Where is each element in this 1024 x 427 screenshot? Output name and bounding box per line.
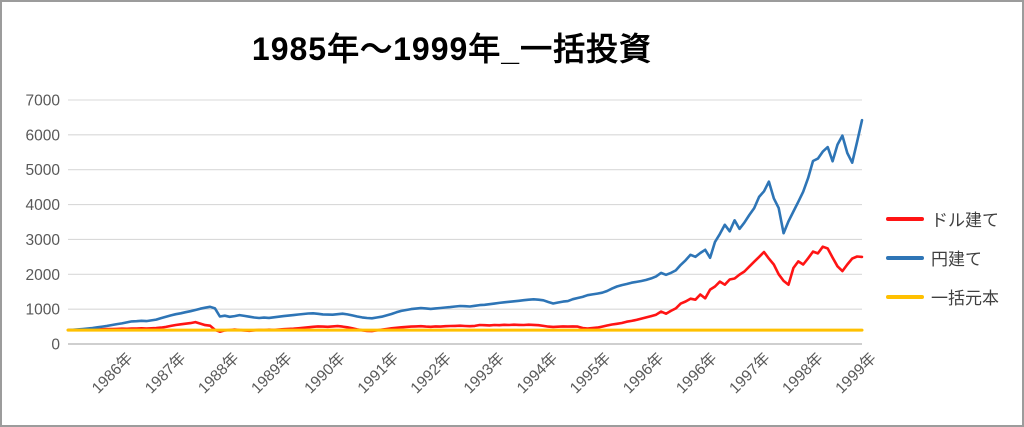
y-axis-label: 7000 [26,93,61,110]
legend-label: 一括元本 [931,289,999,308]
x-axis-label: 1986年 [88,349,136,397]
legend: ドル建て円建て一括元本 [886,206,999,309]
x-axis-label: 1994年 [513,349,561,397]
chart-title: 1985年～1999年_一括投資 [251,31,653,67]
y-axis-label: 0 [51,337,60,354]
x-axis-label: 1987年 [141,349,189,397]
x-axis-label: 1997年 [726,349,774,397]
y-axis-label: 3000 [26,232,61,249]
legend-item: ドル建て [886,206,999,231]
x-axis-label: 1998年 [779,349,827,397]
legend-label: 円建て [931,250,982,269]
x-axis-label: 1988年 [194,349,242,397]
x-axis-label: 1993年 [460,349,508,397]
y-axis-label: 5000 [26,162,61,179]
x-axis-label: 1991年 [354,349,402,397]
y-axis-label: 1000 [26,302,61,319]
legend-label: ドル建て [931,211,999,230]
x-axis-label: 1989年 [248,349,296,397]
x-axis-label: 1992年 [407,349,455,397]
series-line-ドル建て [66,245,864,334]
x-axis-label: 1996年 [619,349,667,397]
y-axis-label: 4000 [26,197,61,214]
x-axis-label: 1990年 [301,349,349,397]
legend-line-swatch [886,216,924,221]
y-axis-label: 6000 [26,127,61,144]
x-axis-label: 1996年 [672,349,720,397]
y-axis-label: 2000 [26,267,61,284]
x-axis-label: 1999年 [832,349,880,397]
series-line-円建て [66,118,864,332]
x-axis-label: 1995年 [566,349,614,397]
legend-item: 円建て [886,245,999,270]
legend-item: 一括元本 [886,284,999,309]
legend-line-swatch [886,255,924,260]
legend-line-swatch [886,294,924,299]
